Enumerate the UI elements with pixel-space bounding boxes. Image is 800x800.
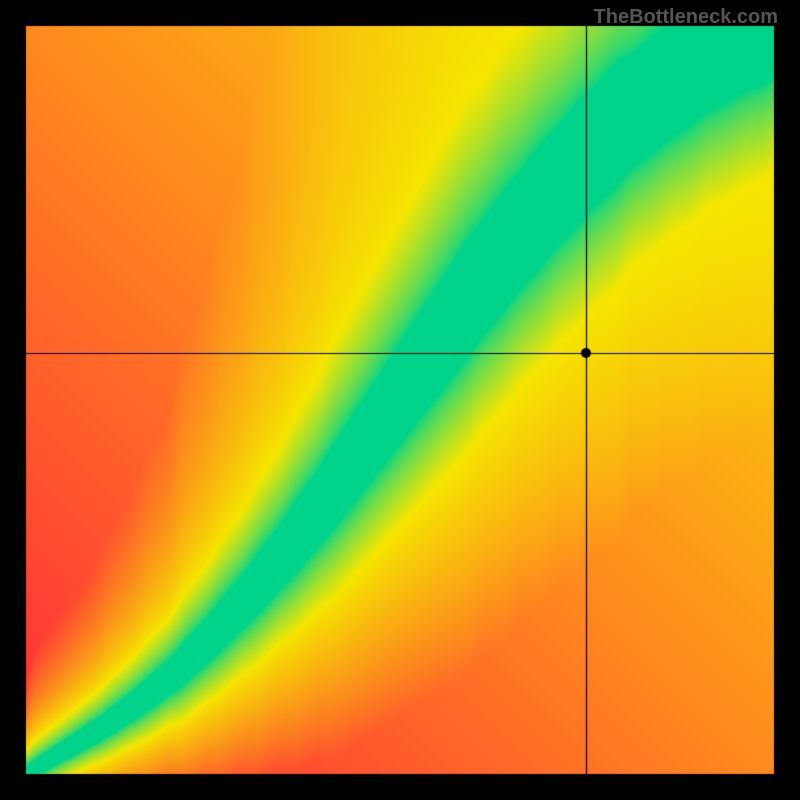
bottleneck-chart-container: TheBottleneck.com: [0, 0, 800, 800]
bottleneck-heatmap: [0, 0, 800, 800]
watermark-text: TheBottleneck.com: [594, 6, 778, 29]
